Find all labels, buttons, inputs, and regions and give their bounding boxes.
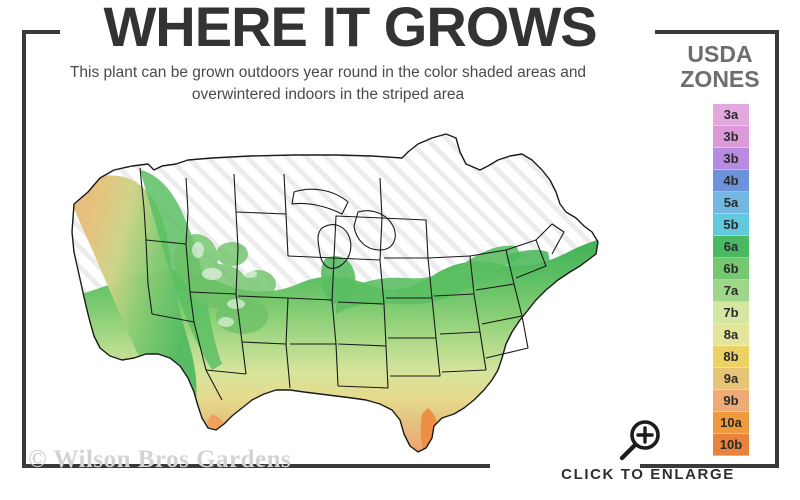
watermark: © Wilson Bros Gardens xyxy=(28,446,292,473)
zone-swatch-5b-5: 5b xyxy=(713,214,749,236)
click-to-enlarge-label[interactable]: CLICK TO ENLARGE xyxy=(561,466,735,483)
zone-swatch-3b-2: 3b xyxy=(713,148,749,170)
frame-bottom-left-segment xyxy=(22,464,490,468)
hardiness-zone-map[interactable] xyxy=(36,108,636,458)
page-title: WHERE IT GROWS xyxy=(103,0,597,58)
zone-swatch-7a-8: 7a xyxy=(713,280,749,302)
frame-bottom-right-segment xyxy=(640,464,779,468)
legend-title-line1: USDA xyxy=(687,41,753,67)
magnifier-plus-icon[interactable] xyxy=(612,416,668,466)
zone-swatch-6a-6: 6a xyxy=(713,236,749,258)
page-subtitle: This plant can be grown outdoors year ro… xyxy=(69,64,587,103)
legend-title: USDA ZONES xyxy=(660,42,780,92)
map-svg xyxy=(36,108,636,458)
legend-title-line2: ZONES xyxy=(680,65,760,92)
frame-right-segment xyxy=(775,30,779,468)
zone-swatch-9b-13: 9b xyxy=(713,390,749,412)
zone-swatch-10a-14: 10a xyxy=(713,412,749,434)
state-boundaries xyxy=(71,133,599,453)
frame-top-left-segment xyxy=(22,30,60,34)
zone-swatch-10b-15: 10b xyxy=(713,434,749,456)
usda-zone-legend: 3a 3b 3b 4b 5a 5b 6a 6b 7a 7b 8a 8b 9a 9b 10a 10b xyxy=(713,104,749,456)
zone-swatch-8a-10: 8a xyxy=(713,324,749,346)
zone-swatch-4b-3: 4b xyxy=(713,170,749,192)
zone-swatch-8b-11: 8b xyxy=(713,346,749,368)
frame-left-segment xyxy=(22,30,26,468)
zone-swatch-9a-12: 9a xyxy=(713,368,749,390)
frame-top-right-segment xyxy=(655,30,779,34)
zone-swatch-5a-4: 5a xyxy=(713,192,749,214)
zone-swatch-6b-7: 6b xyxy=(713,258,749,280)
zone-swatch-3b-1: 3b xyxy=(713,126,749,148)
zone-swatch-3a-0: 3a xyxy=(713,104,749,126)
zone-swatch-7b-9: 7b xyxy=(713,302,749,324)
